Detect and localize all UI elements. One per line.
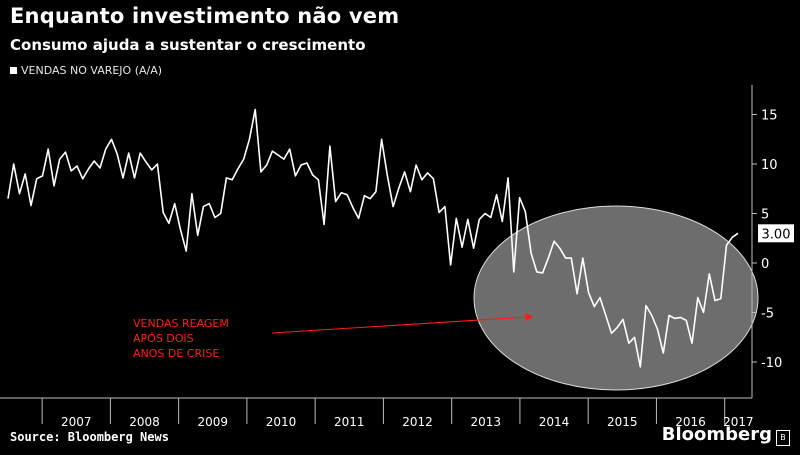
brand-logo: Bloomberg bbox=[661, 424, 772, 445]
y-tick-label: 0 bbox=[761, 257, 769, 272]
chart-title: Enquanto investimento não vem bbox=[10, 4, 400, 28]
last-value-label: 3.00 bbox=[762, 227, 791, 242]
x-tick-label: 2010 bbox=[266, 415, 297, 429]
x-tick-label: 2007 bbox=[61, 415, 92, 429]
legend-label: VENDAS NO VAREJO (A/A) bbox=[21, 64, 163, 77]
x-tick-label: 2012 bbox=[402, 415, 433, 429]
x-tick-label: 2013 bbox=[471, 415, 502, 429]
chart-subtitle: Consumo ajuda a sustentar o crescimento bbox=[10, 36, 366, 54]
x-tick-label: 2009 bbox=[197, 415, 228, 429]
annotation-text: ANOS DE CRISE bbox=[133, 347, 219, 360]
source-note: Source: Bloomberg News bbox=[10, 430, 169, 444]
series-line-vendas bbox=[7, 108, 739, 368]
y-tick-label: -5 bbox=[761, 307, 774, 322]
brand-icon: B bbox=[776, 430, 790, 446]
x-tick-label: 2017 bbox=[723, 415, 754, 429]
annotation-text: VENDAS REAGEM bbox=[133, 317, 229, 330]
highlight-ellipse bbox=[473, 205, 759, 391]
y-tick-label: 15 bbox=[761, 109, 778, 124]
annotation-arrowhead bbox=[525, 313, 533, 321]
y-tick-label: 10 bbox=[761, 158, 778, 173]
x-tick-label: 2015 bbox=[607, 415, 638, 429]
x-tick-label: 2008 bbox=[129, 415, 160, 429]
y-tick-label: -10 bbox=[761, 356, 782, 371]
annotation-arrow bbox=[271, 316, 529, 334]
x-tick-label: 2014 bbox=[539, 415, 570, 429]
x-tick-label: 2016 bbox=[675, 415, 706, 429]
last-value-box bbox=[758, 224, 794, 243]
annotation-text: APÓS DOIS bbox=[133, 332, 194, 345]
x-tick-label: 2011 bbox=[334, 415, 365, 429]
legend-swatch bbox=[10, 67, 17, 74]
y-tick-label: 5 bbox=[761, 208, 769, 223]
legend: VENDAS NO VAREJO (A/A) bbox=[10, 64, 162, 77]
